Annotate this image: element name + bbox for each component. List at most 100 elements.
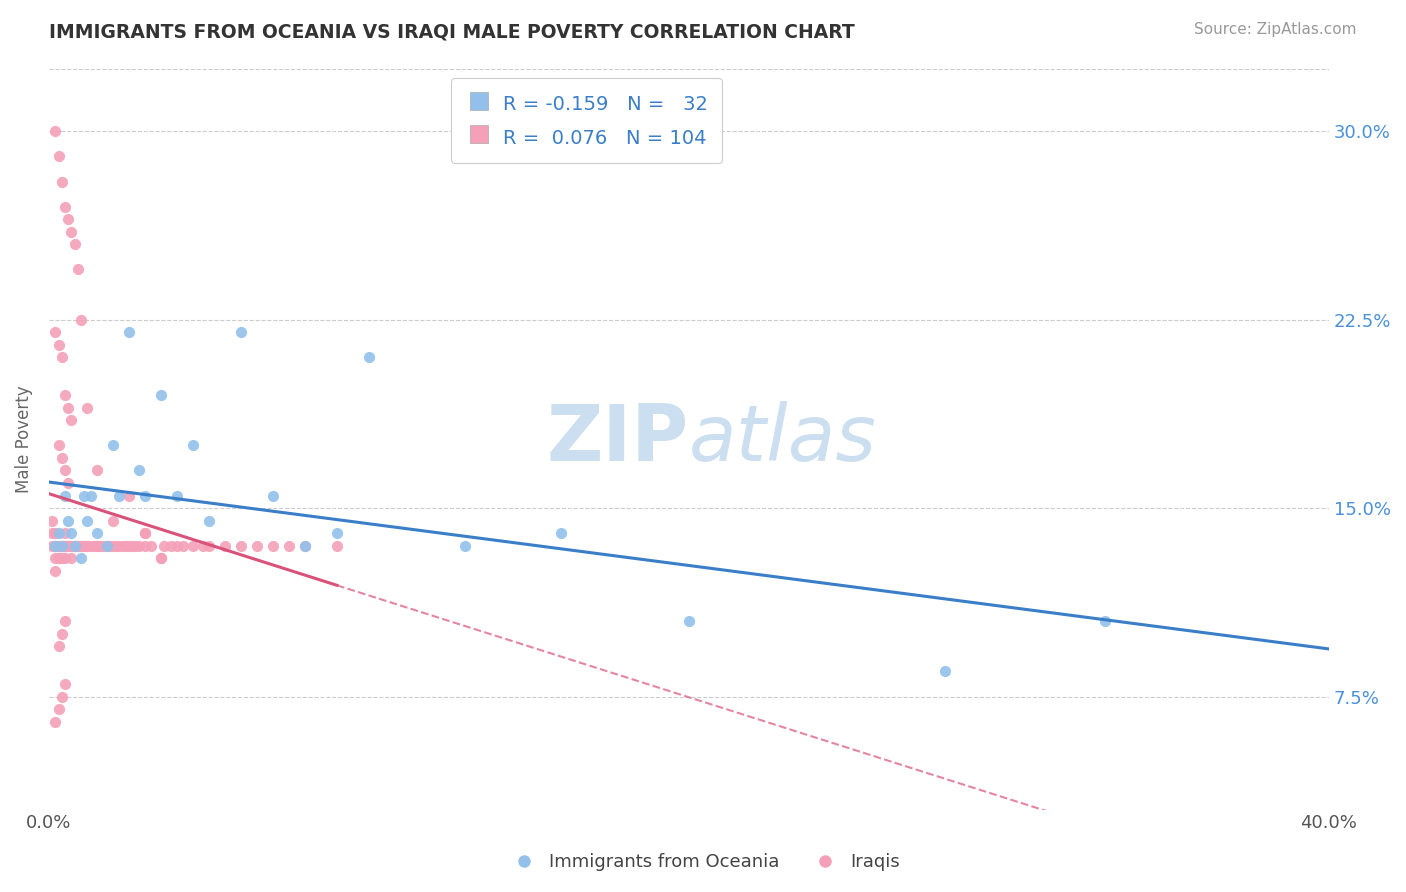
Point (60, 539, 83, 553)
Point (66, 539, 89, 553)
Point (44, 124, 66, 138)
Point (63, 539, 86, 553)
Point (105, 539, 128, 553)
Point (70, 551, 93, 566)
Point (86, 463, 108, 477)
Point (70, 539, 93, 553)
Point (79, 489, 101, 503)
Point (454, 539, 477, 553)
Point (153, 539, 176, 553)
Point (63, 237, 86, 252)
Point (172, 539, 194, 553)
Point (134, 539, 156, 553)
Point (60, 225, 83, 239)
Point (51, 539, 73, 553)
Point (181, 539, 204, 553)
Point (48, 539, 70, 553)
Point (48, 551, 70, 566)
Point (118, 539, 141, 553)
Point (48, 640, 70, 654)
Point (128, 463, 150, 477)
Point (73, 489, 96, 503)
Point (51, 539, 73, 553)
Point (149, 388, 172, 402)
Point (51, 450, 73, 465)
Text: Source: ZipAtlas.com: Source: ZipAtlas.com (1194, 22, 1357, 37)
Point (229, 539, 252, 553)
Point (108, 539, 131, 553)
Point (79, 539, 101, 553)
Point (118, 489, 141, 503)
Point (294, 539, 316, 553)
Point (98, 539, 121, 553)
Point (76, 539, 98, 553)
Point (44, 539, 66, 553)
Point (51, 551, 73, 566)
Point (48, 526, 70, 541)
Point (51, 351, 73, 365)
Text: ZIP: ZIP (547, 401, 689, 477)
Point (134, 489, 156, 503)
Point (326, 539, 349, 553)
Point (53, 526, 76, 541)
Point (96, 539, 118, 553)
Point (60, 551, 83, 566)
Point (198, 539, 221, 553)
Point (166, 489, 188, 503)
Point (70, 312, 93, 326)
Point (86, 539, 108, 553)
Point (86, 526, 108, 541)
Point (111, 539, 134, 553)
Y-axis label: Male Poverty: Male Poverty (15, 385, 32, 493)
Point (56, 539, 79, 553)
Point (678, 614, 700, 628)
Point (101, 514, 124, 528)
Point (83, 539, 105, 553)
Point (53, 551, 76, 566)
Point (48, 338, 70, 352)
Text: IMMIGRANTS FROM OCEANIA VS IRAQI MALE POVERTY CORRELATION CHART: IMMIGRANTS FROM OCEANIA VS IRAQI MALE PO… (49, 22, 855, 41)
Point (149, 551, 172, 566)
Point (181, 438, 204, 452)
Point (357, 351, 380, 365)
Point (48, 539, 70, 553)
Point (101, 539, 124, 553)
Point (262, 539, 284, 553)
Point (53, 677, 76, 691)
Point (96, 539, 118, 553)
Point (124, 539, 146, 553)
Point (53, 614, 76, 628)
Point (101, 438, 124, 452)
Point (76, 401, 98, 415)
Point (934, 665, 956, 679)
Point (53, 539, 76, 553)
Point (44, 326, 66, 340)
Point (134, 526, 156, 541)
Point (53, 388, 76, 402)
Point (56, 539, 79, 553)
Point (56, 475, 79, 490)
Point (51, 539, 73, 553)
Point (166, 539, 188, 553)
Point (326, 526, 349, 541)
Point (51, 539, 73, 553)
Point (114, 539, 136, 553)
Point (141, 539, 163, 553)
Point (44, 564, 66, 578)
Point (121, 539, 143, 553)
Point (214, 539, 236, 553)
Point (89, 539, 111, 553)
Point (51, 690, 73, 704)
Point (66, 262, 89, 277)
Point (73, 539, 96, 553)
Point (56, 401, 79, 415)
Point (51, 175, 73, 189)
Point (48, 702, 70, 716)
Point (44, 539, 66, 553)
Point (118, 326, 141, 340)
Point (149, 551, 172, 566)
Point (278, 539, 301, 553)
Point (246, 539, 269, 553)
Point (41, 514, 63, 528)
Point (191, 539, 214, 553)
